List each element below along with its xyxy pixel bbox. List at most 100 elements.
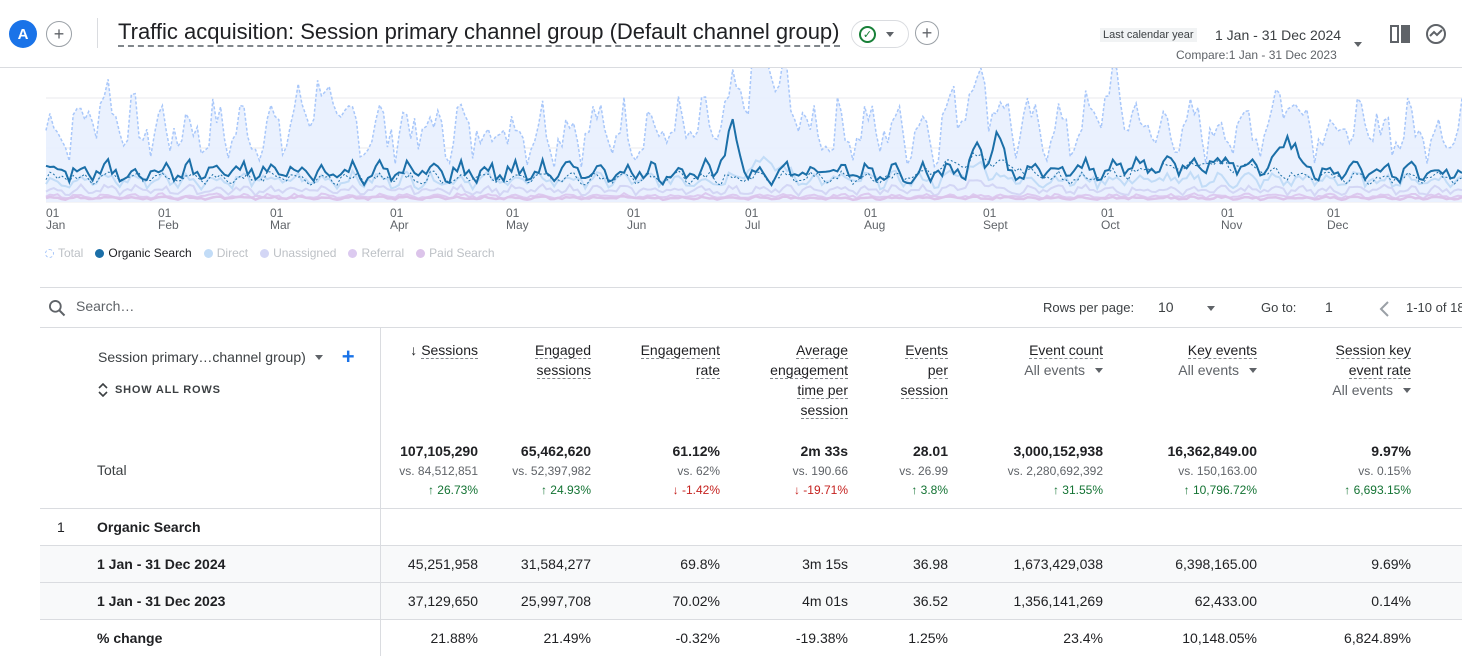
event-filter-dropdown[interactable]: All events (1332, 380, 1411, 400)
metric-header-label: session (900, 382, 948, 399)
total-change: ↑ 24.93% (540, 483, 591, 497)
x-tick-label: 01 Mar (270, 207, 291, 231)
x-tick-label: 01 Nov (1221, 207, 1242, 231)
x-tick-day: 01 (158, 206, 172, 220)
show-all-rows-button[interactable]: SHOW ALL ROWS (98, 383, 221, 397)
row-label: Organic Search (97, 519, 201, 535)
date-range[interactable]: 1 Jan - 31 Dec 2024 (1215, 27, 1342, 43)
metric-header[interactable]: Events per session (900, 340, 948, 400)
table-cell: 62,433.00 (1194, 593, 1257, 609)
add-button[interactable]: + (915, 21, 939, 45)
total-label: Total (97, 462, 127, 478)
legend-item[interactable]: Direct (203, 246, 248, 260)
sort-desc-icon[interactable]: ↓ (410, 342, 422, 358)
metric-header[interactable]: Event count All events (1024, 340, 1103, 380)
legend-item[interactable]: Paid Search (416, 246, 495, 260)
x-tick-label: 01 Dec (1327, 207, 1348, 231)
table-toolbar: Rows per page: 10 Go to: 1 1-10 of 18 (40, 287, 1462, 328)
series-total-area (46, 68, 1462, 202)
total-value: 28.01 (912, 443, 948, 459)
chevron-down-icon (1249, 367, 1257, 373)
total-compare: vs. 26.99 (899, 464, 948, 478)
event-filter-label: All events (1178, 362, 1239, 378)
metric-header[interactable]: Engaged sessions (534, 340, 591, 380)
legend-label: Total (58, 246, 84, 260)
rows-per-page-chevron-icon[interactable] (1207, 306, 1215, 311)
chevron-down-icon (886, 31, 894, 37)
event-filter-dropdown[interactable]: All events (1178, 360, 1257, 380)
table-cell: 21.49% (543, 630, 591, 646)
goto-input[interactable]: 1 (1325, 299, 1333, 315)
series-unassigned-line (45, 179, 1462, 198)
add-comparison-button[interactable]: + (46, 21, 72, 47)
table-row[interactable]: 1 Jan - 31 Dec 2024 45,251,958 31,584,277 6… (40, 545, 1462, 582)
chart-legend: Total Organic Search Direct Unassigned Refer… (45, 246, 495, 260)
row-label: 1 Jan - 31 Dec 2023 (97, 593, 226, 609)
status-check-icon: ✓ (859, 25, 876, 43)
date-picker-chevron-icon[interactable] (1354, 42, 1362, 47)
total-cell: 107,105,290 vs. 84,512,851 ↑ 26.73% (399, 442, 478, 498)
goto-label: Go to: (1261, 300, 1297, 315)
table-cell: 1,356,141,269 (1013, 593, 1103, 609)
search-input[interactable] (76, 298, 376, 314)
total-cell: 9.97% vs. 0.15% ↑ 6,693.15% (1344, 442, 1411, 498)
table-cell: 0.14% (1371, 593, 1411, 609)
report-title[interactable]: Traffic acquisition: Session primary cha… (118, 19, 840, 47)
x-tick-day: 01 (270, 206, 284, 220)
add-icon: + (921, 23, 933, 43)
rows-per-page-select[interactable]: 10 (1158, 299, 1174, 315)
metric-header-label: Average (796, 342, 848, 359)
expand-icon (98, 383, 108, 397)
total-change: ↑ 10,796.72% (1183, 483, 1257, 497)
total-value: 107,105,290 (400, 443, 478, 459)
metric-header[interactable]: ↓ Sessions (410, 340, 478, 360)
legend-item[interactable]: Organic Search (95, 246, 192, 260)
column-divider (380, 546, 381, 582)
metric-header-label: per (927, 362, 948, 379)
total-cell: 28.01 vs. 26.99 ↑ 3.8% (899, 442, 948, 498)
column-divider (380, 509, 381, 545)
x-tick-month: Sept (983, 218, 1008, 232)
chevron-down-icon[interactable] (314, 354, 323, 360)
event-filter-dropdown[interactable]: All events (1024, 360, 1103, 380)
series-paid-search-line (45, 194, 1462, 202)
trend-chart-plot (45, 68, 1462, 203)
metric-header-label: Key events (1187, 342, 1257, 359)
x-tick-day: 01 (46, 206, 60, 220)
metric-header[interactable]: Engagement rate (640, 340, 720, 380)
table-row[interactable]: 1 Jan - 31 Dec 2023 37,129,650 25,997,708 7… (40, 582, 1462, 619)
table-cell: 31,584,277 (520, 556, 591, 572)
table-row[interactable]: % change 21.88% 21.49% -0.32% -19.38% 1.25% 23… (40, 619, 1462, 656)
x-tick-day: 01 (390, 206, 404, 220)
total-value: 16,362,849.00 (1167, 443, 1257, 459)
legend-item[interactable]: Total (45, 246, 83, 260)
metric-header[interactable]: Session key event rate All events (1332, 340, 1411, 400)
x-tick-label: 01 May (506, 207, 529, 231)
x-tick-month: Aug (864, 218, 886, 232)
metric-header[interactable]: Key events All events (1178, 340, 1257, 380)
table-cell: 25,997,708 (520, 593, 591, 609)
x-tick-month: Mar (270, 218, 291, 232)
total-compare: vs. 0.15% (1358, 464, 1411, 478)
metric-header-label: Session key (1335, 342, 1411, 359)
x-tick-month: Jul (745, 218, 761, 232)
legend-label: Organic Search (108, 246, 192, 260)
account-avatar[interactable]: A (9, 20, 37, 48)
x-tick-month: Apr (390, 218, 409, 232)
table-row-group[interactable]: 1 Organic Search (40, 508, 1462, 545)
row-label: % change (97, 630, 163, 646)
table-cell: 36.52 (912, 593, 948, 609)
insights-icon[interactable] (1424, 22, 1448, 46)
legend-item[interactable]: Referral (348, 246, 404, 260)
add-dimension-icon[interactable]: + (341, 344, 355, 369)
report-status-dropdown[interactable]: ✓ (851, 20, 909, 48)
compare-view-icon[interactable] (1388, 22, 1412, 46)
metric-header-label: Events (905, 342, 948, 359)
previous-page-icon[interactable] (1378, 300, 1392, 318)
metric-header[interactable]: Average engagement time per session (770, 340, 848, 420)
x-tick-month: Feb (158, 218, 179, 232)
legend-item[interactable]: Unassigned (260, 246, 336, 260)
x-tick-month: May (506, 218, 529, 232)
dimension-header[interactable]: Session primary…channel group) + (98, 344, 355, 370)
show-all-rows-label: SHOW ALL ROWS (115, 384, 221, 396)
